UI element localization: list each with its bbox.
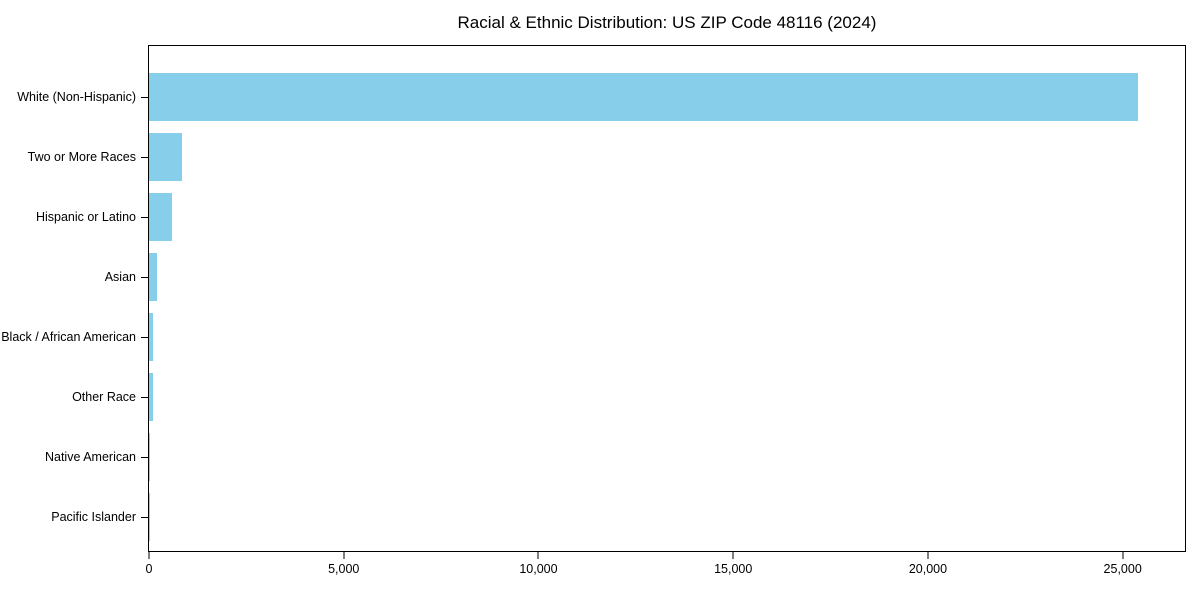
bar [149,433,150,481]
x-axis-tick-label: 15,000 [714,562,753,576]
bar [149,133,183,181]
y-axis-tick [141,156,149,158]
bar [149,193,173,241]
bar-row: Native American [45,427,1185,487]
bars-container: White (Non-Hispanic) Two or More Races His… [1,46,1185,551]
y-axis-tick [141,276,149,278]
y-axis-tick [141,96,149,98]
bar-row: White (Non-Hispanic) [17,67,1185,127]
y-axis-tick [141,456,149,458]
y-axis-tick [141,336,149,338]
bar-row: Hispanic or Latino [36,187,1185,247]
x-axis-tick-label: 25,000 [1103,562,1142,576]
x-axis-tick [537,552,539,559]
x-axis-tick-label: 20,000 [908,562,948,576]
y-axis-label: White (Non-Hispanic) [17,90,136,104]
bar-row: Two or More Races [28,127,1185,187]
y-axis-tick [141,396,149,398]
x-axis-tick-label: 10,000 [519,562,558,576]
x-axis-tick-label: 0 [145,562,153,576]
x-axis-tick-label: 5,000 [328,562,360,576]
y-axis-label: Pacific Islander [51,510,136,524]
bar-row: Asian [105,247,1185,307]
bar [149,373,153,421]
bar-row: Black / African American [1,307,1185,367]
x-axis-tick [343,552,345,559]
x-axis-tick [927,552,929,559]
plot-area: White (Non-Hispanic) Two or More Races His… [1,45,1186,576]
bar [149,253,158,301]
y-axis-label: Black / African American [1,330,136,344]
x-axis-tick [732,552,734,559]
bar [149,73,1139,121]
y-axis-label: Native American [44,450,136,464]
y-axis-label: Two or More Races [27,150,136,164]
chart-title: Racial & Ethnic Distribution: US ZIP Cod… [457,13,877,32]
bar [149,313,153,361]
y-axis-tick [141,516,149,518]
y-axis-label: Hispanic or Latino [35,210,136,224]
bar-row: Pacific Islander [51,487,1185,547]
y-axis-tick [141,216,149,218]
bar-row: Other Race [72,367,1185,427]
y-axis-label: Other Race [72,390,136,404]
x-axis-tick [1122,552,1124,559]
x-axis-tick [148,552,150,559]
y-axis-label: Asian [104,270,136,284]
